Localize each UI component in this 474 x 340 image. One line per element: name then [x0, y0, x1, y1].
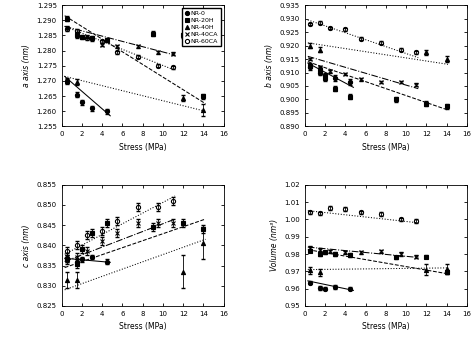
X-axis label: Stress (MPa): Stress (MPa): [362, 143, 410, 152]
Y-axis label: a axis (nm): a axis (nm): [22, 44, 31, 87]
Y-axis label: c axis (nm): c axis (nm): [22, 224, 31, 267]
X-axis label: Stress (MPa): Stress (MPa): [119, 143, 166, 152]
Y-axis label: b axis (nm): b axis (nm): [265, 44, 274, 87]
Y-axis label: Volume (nm³): Volume (nm³): [270, 219, 279, 271]
X-axis label: Stress (MPa): Stress (MPa): [119, 322, 166, 332]
X-axis label: Stress (MPa): Stress (MPa): [362, 322, 410, 332]
Legend: NR-0, NR-20H, NR-40H, NR-40CA, NR-60CA: NR-0, NR-20H, NR-40H, NR-40CA, NR-60CA: [182, 8, 220, 46]
